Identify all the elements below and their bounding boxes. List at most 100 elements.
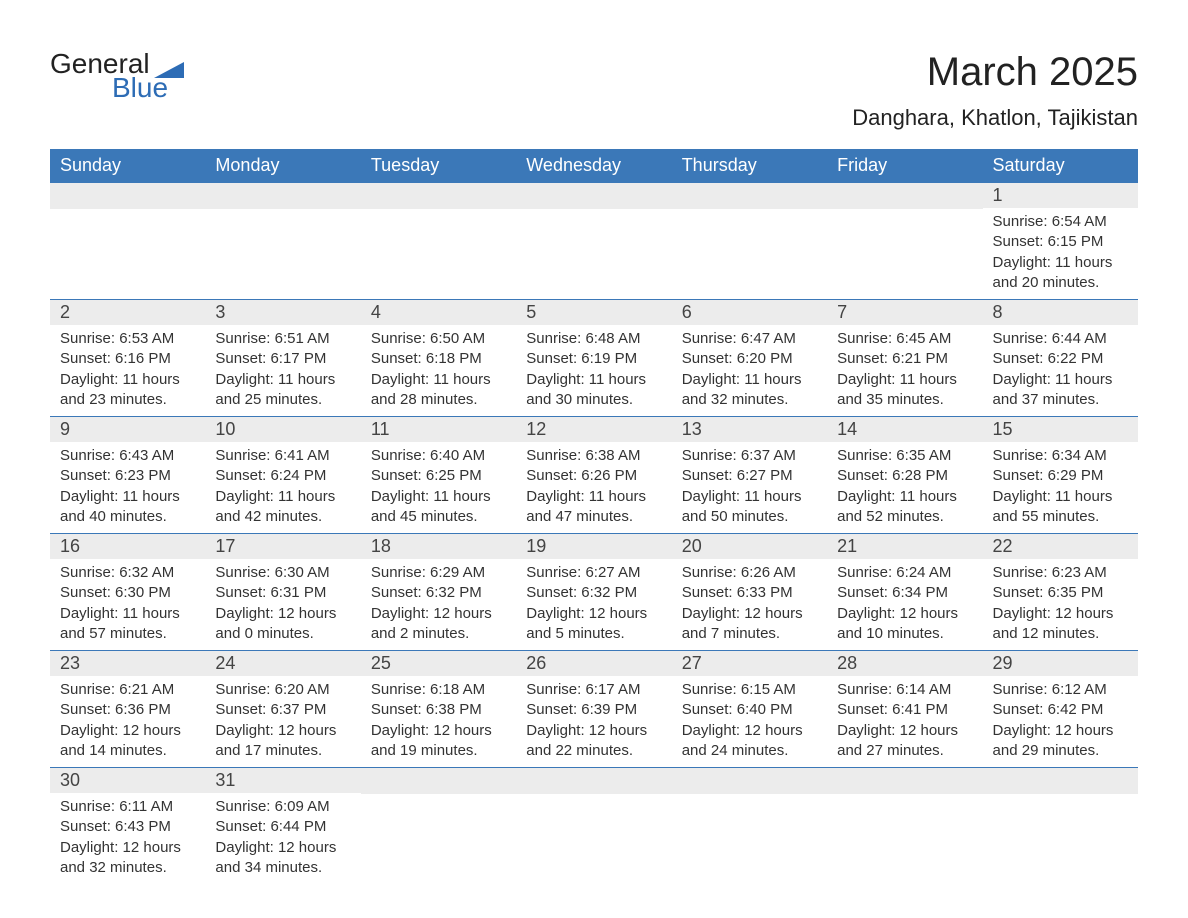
sunrise-text: Sunrise: 6:43 AM [60, 446, 195, 466]
daylight-line1: Daylight: 12 hours [682, 604, 817, 624]
calendar-day-cell: 3Sunrise: 6:51 AMSunset: 6:17 PMDaylight… [205, 300, 360, 417]
sunset-text: Sunset: 6:21 PM [837, 349, 972, 369]
sunset-text: Sunset: 6:42 PM [993, 700, 1128, 720]
sunrise-text: Sunrise: 6:23 AM [993, 563, 1128, 583]
day-number [827, 768, 982, 794]
sunrise-text: Sunrise: 6:48 AM [526, 329, 661, 349]
daylight-line2: and 23 minutes. [60, 390, 195, 410]
day-number: 21 [827, 534, 982, 559]
sunrise-text: Sunrise: 6:37 AM [682, 446, 817, 466]
calendar-day-cell: 5Sunrise: 6:48 AMSunset: 6:19 PMDaylight… [516, 300, 671, 417]
sunset-text: Sunset: 6:18 PM [371, 349, 506, 369]
daylight-line2: and 29 minutes. [993, 741, 1128, 761]
sunset-text: Sunset: 6:36 PM [60, 700, 195, 720]
sunrise-text: Sunrise: 6:32 AM [60, 563, 195, 583]
page-title: March 2025 [852, 50, 1138, 95]
day-details: Sunrise: 6:23 AMSunset: 6:35 PMDaylight:… [983, 559, 1138, 650]
day-details: Sunrise: 6:37 AMSunset: 6:27 PMDaylight:… [672, 442, 827, 533]
sunset-text: Sunset: 6:26 PM [526, 466, 661, 486]
daylight-line1: Daylight: 11 hours [371, 370, 506, 390]
day-number: 6 [672, 300, 827, 325]
day-details: Sunrise: 6:15 AMSunset: 6:40 PMDaylight:… [672, 676, 827, 767]
day-details: Sunrise: 6:35 AMSunset: 6:28 PMDaylight:… [827, 442, 982, 533]
sunset-text: Sunset: 6:33 PM [682, 583, 817, 603]
daylight-line2: and 32 minutes. [60, 858, 195, 878]
daylight-line2: and 32 minutes. [682, 390, 817, 410]
day-details: Sunrise: 6:18 AMSunset: 6:38 PMDaylight:… [361, 676, 516, 767]
day-details: Sunrise: 6:41 AMSunset: 6:24 PMDaylight:… [205, 442, 360, 533]
day-number: 26 [516, 651, 671, 676]
daylight-line1: Daylight: 11 hours [993, 370, 1128, 390]
sunrise-text: Sunrise: 6:29 AM [371, 563, 506, 583]
day-number [672, 183, 827, 209]
brand-text-2: Blue [112, 74, 246, 102]
daylight-line2: and 34 minutes. [215, 858, 350, 878]
daylight-line1: Daylight: 12 hours [215, 838, 350, 858]
daylight-line1: Daylight: 12 hours [993, 604, 1128, 624]
day-number: 23 [50, 651, 205, 676]
col-wednesday: Wednesday [516, 149, 671, 183]
calendar-day-cell [50, 183, 205, 300]
daylight-line2: and 28 minutes. [371, 390, 506, 410]
calendar-day-cell: 25Sunrise: 6:18 AMSunset: 6:38 PMDayligh… [361, 651, 516, 768]
calendar-day-cell [827, 768, 982, 885]
sunset-text: Sunset: 6:32 PM [371, 583, 506, 603]
sunset-text: Sunset: 6:22 PM [993, 349, 1128, 369]
calendar-day-cell [516, 183, 671, 300]
day-details: Sunrise: 6:29 AMSunset: 6:32 PMDaylight:… [361, 559, 516, 650]
sunset-text: Sunset: 6:16 PM [60, 349, 195, 369]
calendar-day-cell: 24Sunrise: 6:20 AMSunset: 6:37 PMDayligh… [205, 651, 360, 768]
day-number: 31 [205, 768, 360, 793]
daylight-line1: Daylight: 11 hours [682, 487, 817, 507]
daylight-line1: Daylight: 12 hours [60, 721, 195, 741]
day-details: Sunrise: 6:47 AMSunset: 6:20 PMDaylight:… [672, 325, 827, 416]
calendar-day-cell: 1Sunrise: 6:54 AMSunset: 6:15 PMDaylight… [983, 183, 1138, 300]
sunset-text: Sunset: 6:41 PM [837, 700, 972, 720]
daylight-line2: and 22 minutes. [526, 741, 661, 761]
daylight-line1: Daylight: 12 hours [371, 604, 506, 624]
calendar-week-row: 1Sunrise: 6:54 AMSunset: 6:15 PMDaylight… [50, 183, 1138, 300]
day-number: 5 [516, 300, 671, 325]
day-details: Sunrise: 6:14 AMSunset: 6:41 PMDaylight:… [827, 676, 982, 767]
daylight-line1: Daylight: 12 hours [215, 604, 350, 624]
location-subtitle: Danghara, Khatlon, Tajikistan [852, 105, 1138, 131]
daylight-line1: Daylight: 11 hours [215, 370, 350, 390]
sunset-text: Sunset: 6:25 PM [371, 466, 506, 486]
day-details: Sunrise: 6:43 AMSunset: 6:23 PMDaylight:… [50, 442, 205, 533]
day-number: 13 [672, 417, 827, 442]
calendar-week-row: 16Sunrise: 6:32 AMSunset: 6:30 PMDayligh… [50, 534, 1138, 651]
calendar-day-cell [983, 768, 1138, 885]
calendar-day-cell [516, 768, 671, 885]
sunrise-text: Sunrise: 6:34 AM [993, 446, 1128, 466]
daylight-line2: and 7 minutes. [682, 624, 817, 644]
calendar-day-cell [672, 183, 827, 300]
col-sunday: Sunday [50, 149, 205, 183]
calendar-day-cell [361, 768, 516, 885]
calendar-table: Sunday Monday Tuesday Wednesday Thursday… [50, 149, 1138, 884]
day-number: 12 [516, 417, 671, 442]
daylight-line2: and 5 minutes. [526, 624, 661, 644]
calendar-day-cell: 7Sunrise: 6:45 AMSunset: 6:21 PMDaylight… [827, 300, 982, 417]
col-thursday: Thursday [672, 149, 827, 183]
daylight-line2: and 19 minutes. [371, 741, 506, 761]
sunset-text: Sunset: 6:28 PM [837, 466, 972, 486]
daylight-line2: and 25 minutes. [215, 390, 350, 410]
day-details: Sunrise: 6:12 AMSunset: 6:42 PMDaylight:… [983, 676, 1138, 767]
sunrise-text: Sunrise: 6:54 AM [993, 212, 1128, 232]
day-number: 22 [983, 534, 1138, 559]
daylight-line1: Daylight: 12 hours [837, 721, 972, 741]
day-number: 28 [827, 651, 982, 676]
calendar-day-cell: 21Sunrise: 6:24 AMSunset: 6:34 PMDayligh… [827, 534, 982, 651]
calendar-day-cell: 29Sunrise: 6:12 AMSunset: 6:42 PMDayligh… [983, 651, 1138, 768]
daylight-line1: Daylight: 12 hours [682, 721, 817, 741]
calendar-day-cell: 19Sunrise: 6:27 AMSunset: 6:32 PMDayligh… [516, 534, 671, 651]
daylight-line1: Daylight: 11 hours [60, 487, 195, 507]
day-details: Sunrise: 6:40 AMSunset: 6:25 PMDaylight:… [361, 442, 516, 533]
day-number: 17 [205, 534, 360, 559]
day-details: Sunrise: 6:45 AMSunset: 6:21 PMDaylight:… [827, 325, 982, 416]
day-number: 16 [50, 534, 205, 559]
daylight-line1: Daylight: 11 hours [837, 487, 972, 507]
sunrise-text: Sunrise: 6:24 AM [837, 563, 972, 583]
day-number [516, 183, 671, 209]
sunrise-text: Sunrise: 6:20 AM [215, 680, 350, 700]
